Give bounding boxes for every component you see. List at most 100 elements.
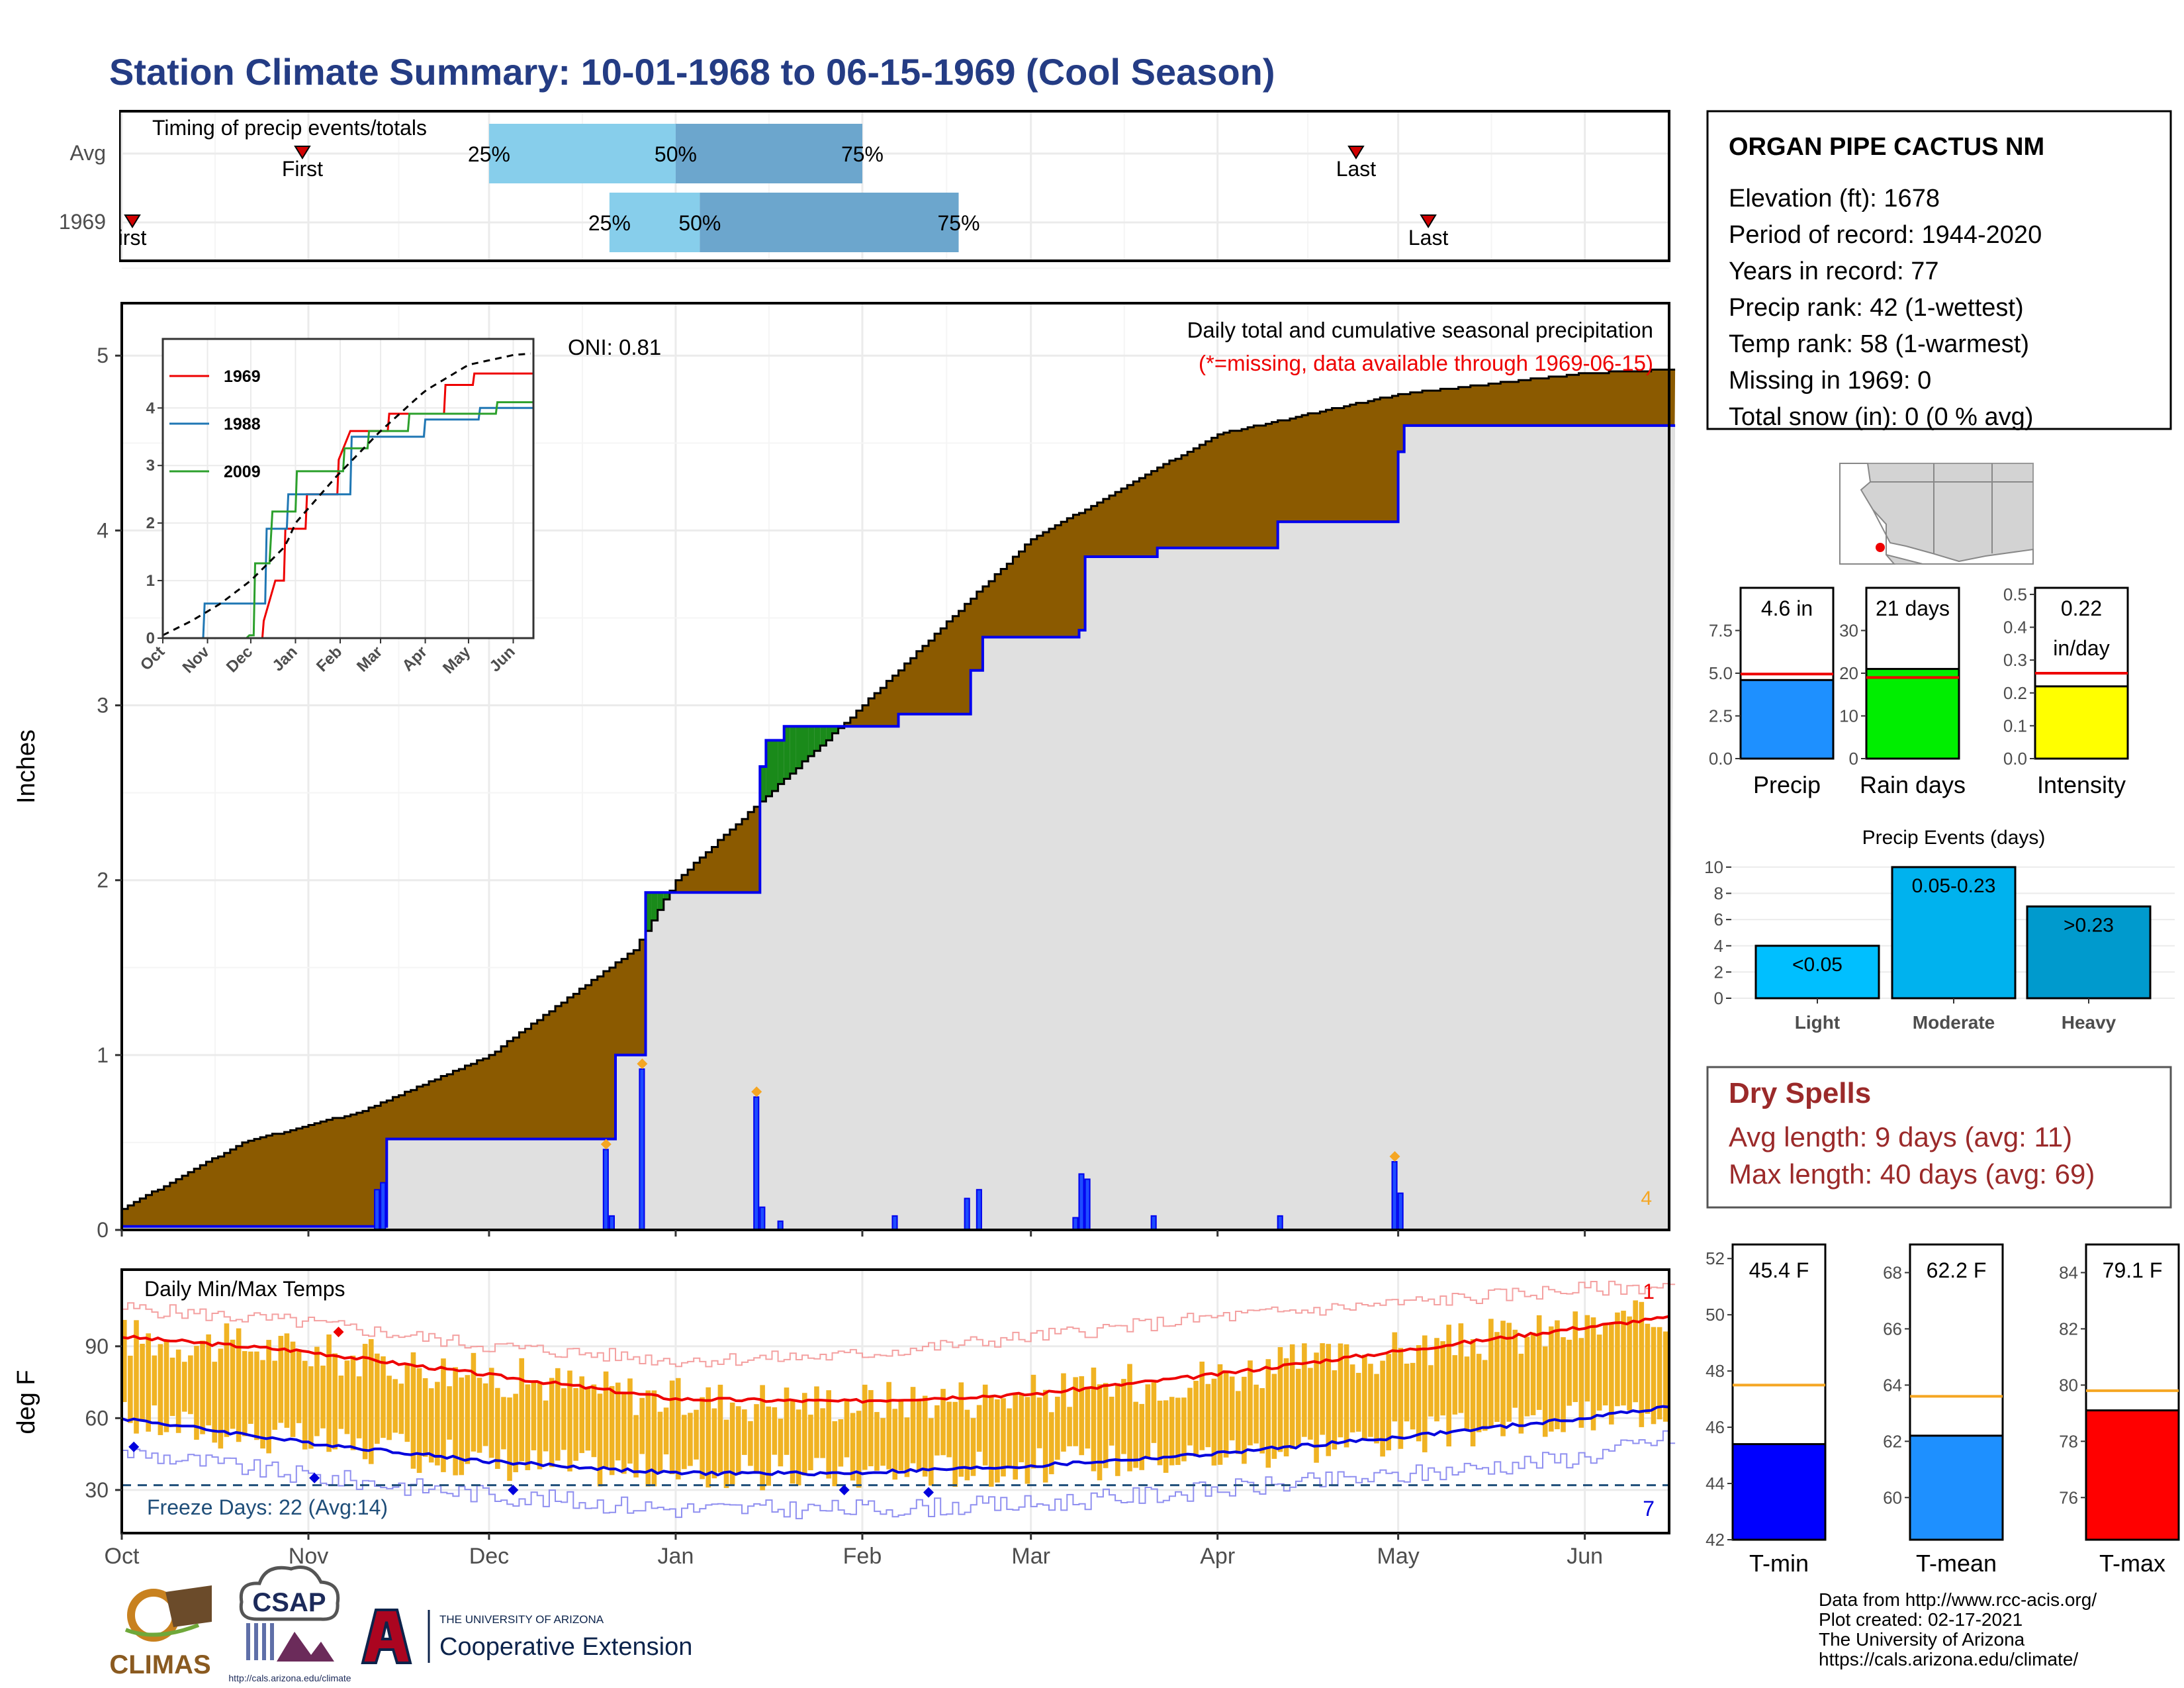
precip-axes: 0 1 2 3 4 5 [97,344,1586,1242]
timing-row-1969-label: 1969 [59,210,106,234]
temp-summary-bar-1 [1909,1434,2004,1541]
above-average-area [657,892,664,910]
temp-daily-bar [152,1355,158,1406]
temp-daily-bar [1109,1396,1115,1446]
temp-xtick-label-4: Feb [843,1544,882,1569]
temp-daily-bar [200,1340,205,1434]
temp-daily-bar [591,1384,597,1458]
temp-daily-bar [627,1378,633,1464]
temp-daily-bar [1283,1358,1289,1457]
events-bar-moderate [1891,866,2017,1000]
temp-daily-bar [801,1393,807,1476]
inset-ytick-label-4: 4 [146,399,156,417]
station-snow: Total snow (in): 0 (0 % avg) [1729,403,2033,431]
temp-daily-bar [344,1360,350,1434]
above-average-area [826,726,833,741]
daily-precip-bar-16 [1391,1160,1398,1231]
temp-daily-bar [1500,1321,1506,1436]
temp-xtick-label-1: Nov [289,1544,328,1569]
climas-logo-text: CLIMAS [109,1650,210,1679]
daily-precip-bar-11 [1072,1217,1079,1231]
record-low-marker-4 [923,1487,934,1498]
temp-bottom-right-value: 7 [1643,1497,1655,1521]
above-average-area [663,892,670,900]
temp-daily-bar [694,1409,699,1460]
summary-ytick-label-2-2: 0.2 [2003,683,2027,703]
temp-daily-bar [1085,1387,1091,1449]
temp-daily-bar [929,1418,934,1486]
precip-ylabel: Inches [13,729,40,804]
temp-daily-bar [1410,1362,1416,1430]
record-high-marker [333,1327,344,1338]
temp-daily-bar [633,1415,639,1477]
timing-label-75-1969: 75% [937,211,979,235]
cloud-icon [239,1566,340,1621]
summary-value-0: 4.6 in [1761,596,1813,620]
temp-daily-bar [688,1413,693,1466]
temp-daily-bar [290,1341,296,1437]
temp-daily-bar [916,1399,922,1472]
temp-daily-bar [639,1397,645,1454]
precip-ytick-label-2: 2 [97,868,109,892]
temp-daily-bar [621,1393,627,1474]
station-precip-rank: Precip rank: 42 (1-wettest) [1729,294,2024,322]
inset-ytick-label-1: 1 [146,572,155,590]
station-info-box: ORGAN PIPE CACTUS NM Elevation (ft): 167… [1706,110,2172,431]
temp-daily-bar [525,1384,531,1470]
temp-daily-bar [356,1376,362,1438]
inset-ytick-label-3: 3 [146,457,155,475]
temp-daily-bar [790,1401,796,1484]
temp-daily-bar [308,1366,314,1449]
temp-chart-title: Daily Min/Max Temps [144,1277,345,1301]
timing-marker-label-last-Avg: Last [1336,157,1377,181]
temp-daily-bar [1007,1408,1012,1468]
summary-value-unit-2: in/day [2053,636,2109,660]
temp-daily-bar [302,1360,308,1450]
temp-daily-bar [760,1385,765,1491]
temp-summary-ytick-label-2-0: 76 [2059,1487,2078,1507]
summary-ytick-label-1-0: 0 [1849,749,1858,769]
temp-daily-bar [766,1406,772,1486]
precip-panel: 0 1 2 3 4 5 Inches Daily total and cumulative… [13,267,1676,1242]
daily-precip-bar-5 [753,1096,760,1231]
temp-daily-bar [1320,1343,1325,1435]
above-average-area [645,892,652,931]
temp-xtick-label-6: Apr [1200,1544,1235,1569]
dry-spells-max: Max length: 40 days (avg: 69) [1729,1158,2095,1190]
precip-areas [122,368,1676,1230]
record-low-marker-3 [839,1484,850,1495]
oni-label: ONI: 0.81 [568,335,661,359]
temp-summary-label-2: T-max [2099,1550,2165,1577]
timing-bar-q1-1969 [609,193,700,252]
temp-daily-bar [735,1406,741,1475]
temp-daily-bar [1067,1407,1072,1446]
temp-daily-bar [1001,1398,1006,1477]
timing-bars: 25% 50% 75% First Last 25% 50% 75% irst Last [118,124,1448,252]
temp-daily-bar [465,1375,471,1464]
events-bar-label-0: <0.05 [1792,954,1843,976]
daily-precip-bar-15 [1277,1215,1283,1231]
temp-daily-bar [1482,1360,1488,1431]
climas-swoosh-icon [124,1623,200,1637]
above-average-area [820,726,827,746]
temp-daily-bar [663,1407,669,1455]
timing-label-25-1969: 25% [588,211,631,235]
temp-daily-bar [669,1380,675,1475]
temp-daily-bar [1530,1333,1536,1415]
temp-daily-bar [375,1353,380,1444]
above-average-area [778,740,784,784]
temp-daily-bar [1211,1378,1217,1466]
temp-xtick-label-0: Oct [105,1544,140,1569]
temp-daily-bar [1555,1320,1560,1430]
temp-daily-bar [645,1390,651,1487]
temp-daily-bar [711,1408,717,1479]
station-years: Years in record: 77 [1729,258,1939,285]
temp-summary-ytick-label-2-3: 82 [2059,1319,2078,1338]
temp-daily-bar [952,1401,958,1487]
temp-daily-bar [1127,1364,1132,1472]
footer-logos: CLIMAS CSAP http://cals.arizona.edu/clim… [109,1566,692,1683]
credits: Data from http://www.rcc-acis.org/ Plot … [1819,1589,2097,1669]
temp-daily-bar [175,1349,181,1433]
inset-ytick-label-2: 2 [146,514,155,532]
temp-daily-bar [850,1413,856,1481]
